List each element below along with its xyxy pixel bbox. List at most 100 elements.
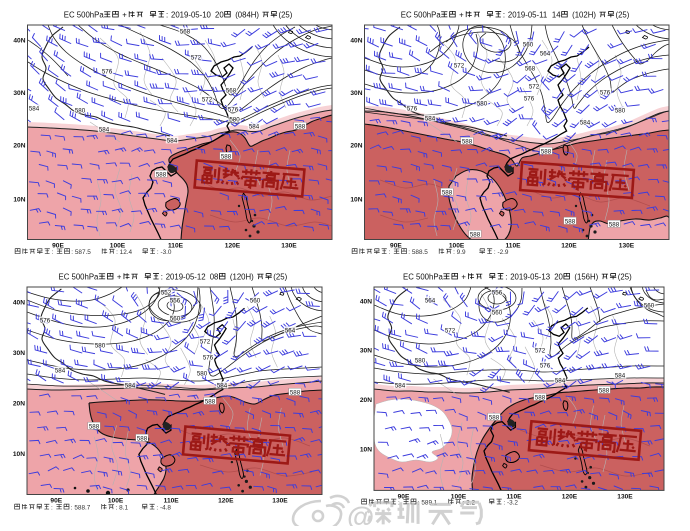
- svg-text:560: 560: [644, 302, 655, 309]
- svg-text::: :: [503, 11, 505, 20]
- svg-text:30N: 30N: [350, 90, 362, 97]
- svg-text::: :: [398, 499, 400, 506]
- svg-text:14: 14: [552, 11, 561, 20]
- svg-text:552: 552: [161, 289, 172, 296]
- svg-text:(25): (25): [273, 273, 287, 282]
- svg-text:588: 588: [462, 138, 473, 145]
- svg-text:: -4.8: : -4.8: [156, 505, 171, 512]
- svg-text:(084H): (084H): [235, 11, 259, 20]
- svg-text:110E: 110E: [506, 493, 522, 500]
- svg-text:: 589.1: : 589.1: [418, 499, 438, 506]
- svg-text:EC 500hPa: EC 500hPa: [403, 273, 444, 282]
- svg-text:588: 588: [205, 398, 216, 405]
- svg-text:90E: 90E: [50, 498, 62, 505]
- svg-text:120E: 120E: [561, 243, 577, 250]
- svg-text:576: 576: [407, 105, 418, 112]
- svg-text:580: 580: [415, 357, 426, 364]
- svg-text:110E: 110E: [505, 243, 521, 250]
- svg-text:580: 580: [197, 370, 208, 377]
- svg-text:588: 588: [565, 218, 576, 225]
- svg-text:584: 584: [615, 372, 626, 379]
- svg-text:120E: 120E: [218, 498, 234, 505]
- svg-text:+: +: [459, 11, 464, 20]
- svg-text:572: 572: [529, 83, 540, 90]
- svg-text:588: 588: [137, 435, 148, 442]
- svg-text:588: 588: [535, 394, 546, 401]
- svg-text:90E: 90E: [52, 243, 64, 250]
- svg-text:588: 588: [221, 153, 232, 160]
- svg-text:564: 564: [425, 297, 436, 304]
- svg-text::: :: [166, 11, 168, 20]
- svg-text:: 9.9: : 9.9: [453, 249, 466, 256]
- svg-text:30N: 30N: [13, 90, 25, 97]
- svg-text:: 587.5: : 587.5: [71, 249, 91, 256]
- svg-text:130E: 130E: [619, 243, 635, 250]
- svg-text:568: 568: [226, 87, 237, 94]
- svg-text:572: 572: [200, 338, 211, 345]
- svg-text:580: 580: [75, 107, 86, 114]
- svg-text:08: 08: [210, 273, 219, 282]
- svg-text:588: 588: [290, 389, 301, 396]
- svg-text:130E: 130E: [281, 243, 297, 250]
- svg-text:130E: 130E: [272, 498, 288, 505]
- svg-text:572: 572: [454, 62, 465, 69]
- svg-text:576: 576: [228, 106, 239, 113]
- svg-text:584: 584: [555, 377, 566, 384]
- svg-text:120E: 120E: [562, 493, 578, 500]
- svg-text:110E: 110E: [164, 498, 180, 505]
- svg-text:2019-05-12: 2019-05-12: [166, 273, 206, 282]
- svg-text:+: +: [117, 273, 122, 282]
- svg-text:(120H): (120H): [230, 273, 254, 282]
- svg-text:20N: 20N: [350, 142, 362, 149]
- svg-text:(25): (25): [279, 11, 293, 20]
- svg-text::: :: [161, 273, 163, 282]
- svg-text:110E: 110E: [168, 243, 184, 250]
- svg-text:(25): (25): [618, 273, 632, 282]
- svg-text:560: 560: [492, 309, 503, 316]
- svg-text::: :: [389, 249, 391, 256]
- svg-text:30N: 30N: [13, 350, 25, 357]
- svg-text:572: 572: [191, 54, 202, 61]
- svg-text:: 588.7: : 588.7: [71, 505, 91, 512]
- svg-text:556: 556: [170, 297, 181, 304]
- svg-text:90E: 90E: [390, 243, 402, 250]
- svg-text:564: 564: [540, 50, 551, 57]
- svg-text:EC 500hPa: EC 500hPa: [401, 11, 442, 20]
- svg-text:(102H): (102H): [572, 11, 596, 20]
- svg-text:100E: 100E: [108, 498, 124, 505]
- svg-text:: -2.9: : -2.9: [494, 249, 509, 256]
- svg-text:588: 588: [489, 414, 500, 421]
- svg-text:580: 580: [229, 116, 240, 123]
- svg-text:580: 580: [615, 107, 626, 114]
- svg-text:40N: 40N: [350, 37, 362, 44]
- svg-text:10N: 10N: [13, 196, 25, 203]
- svg-text:564: 564: [285, 327, 296, 334]
- svg-text:588: 588: [89, 423, 100, 430]
- svg-text:20N: 20N: [13, 400, 25, 407]
- svg-text:20: 20: [215, 11, 224, 20]
- svg-text:100E: 100E: [110, 243, 126, 250]
- svg-text:568: 568: [180, 28, 191, 35]
- svg-text:588: 588: [541, 148, 552, 155]
- svg-text:(156H): (156H): [574, 273, 598, 282]
- svg-text:10N: 10N: [360, 446, 372, 453]
- svg-text:10N: 10N: [350, 196, 362, 203]
- svg-text:: 588.5: : 588.5: [408, 249, 428, 256]
- svg-text:588: 588: [442, 189, 453, 196]
- svg-text:10N: 10N: [13, 451, 25, 458]
- svg-text:584: 584: [125, 382, 136, 389]
- svg-text:130E: 130E: [617, 493, 633, 500]
- svg-text:120E: 120E: [225, 243, 241, 250]
- svg-text:: -3.2: : -3.2: [503, 499, 518, 506]
- svg-text:EC 500hPa: EC 500hPa: [59, 273, 100, 282]
- svg-text:584: 584: [99, 126, 110, 133]
- svg-text:572: 572: [535, 347, 546, 354]
- svg-text:584: 584: [425, 115, 436, 122]
- svg-text:576: 576: [524, 95, 535, 102]
- svg-text:20: 20: [554, 273, 563, 282]
- svg-text:: -3.0: : -3.0: [157, 249, 172, 256]
- svg-text:588: 588: [470, 231, 481, 238]
- svg-text::: :: [52, 249, 54, 256]
- svg-text:588: 588: [295, 123, 306, 130]
- svg-text:576: 576: [102, 68, 113, 75]
